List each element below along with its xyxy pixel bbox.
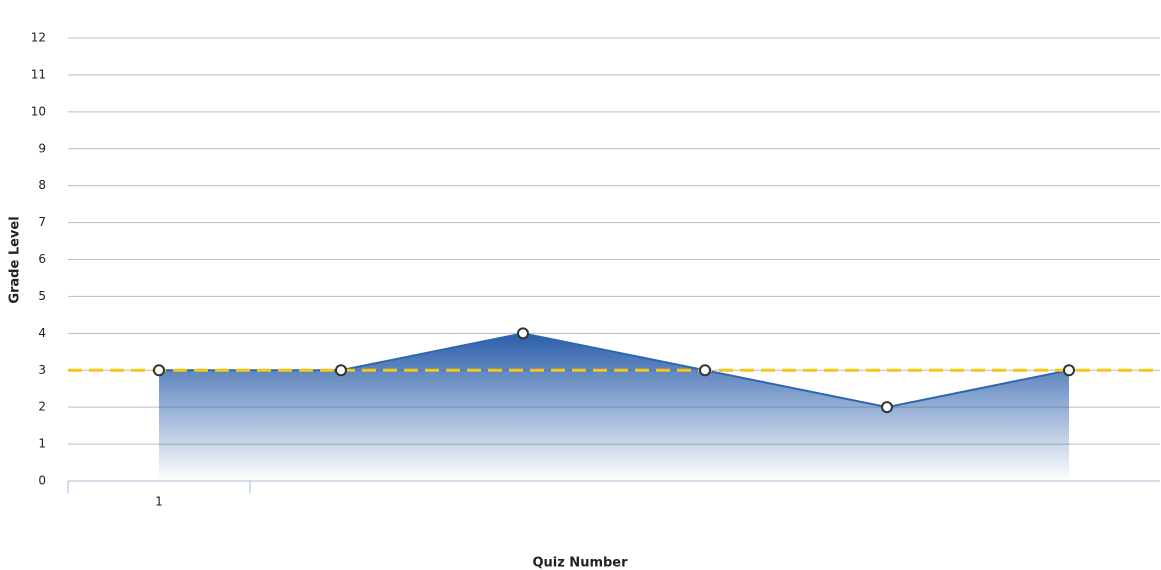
marker [881,401,893,414]
y-tick-label: 5 [38,289,46,303]
marker [335,364,347,377]
x-axis-title: Quiz Number [532,556,628,570]
y-tick-label: 3 [38,363,46,377]
y-tick-label: 10 [31,104,46,118]
y-tick-label: 11 [31,67,46,81]
y-tick-label: 2 [38,400,46,414]
y-tick-label: 6 [38,252,46,266]
y-tick-label: 1 [38,437,46,451]
area [159,333,1069,481]
y-tick-label: 8 [38,178,46,192]
y-tick-label: 0 [38,474,46,488]
y-tick-label: 7 [38,215,46,229]
y-axis-title: Grade Level [8,216,23,303]
marker [517,327,529,340]
y-tick-label: 4 [38,326,46,340]
marker [153,364,165,377]
x-tick-label: 1 [155,495,163,509]
marker [1063,364,1075,377]
marker [699,364,711,377]
y-tick-label: 12 [31,31,46,45]
y-tick-label: 9 [38,141,46,155]
